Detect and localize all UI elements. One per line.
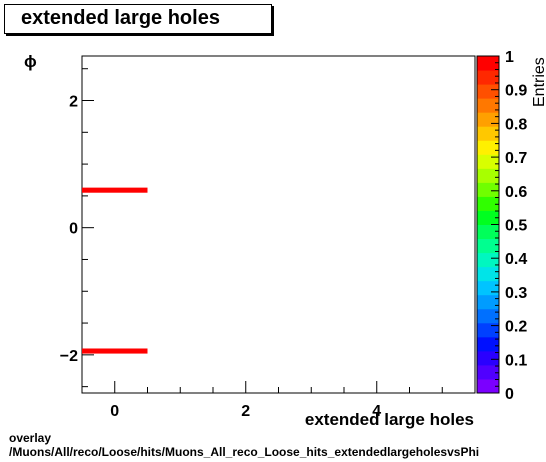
colorbar-tick-label: 0.1	[505, 352, 527, 369]
colorbar-band	[477, 70, 499, 85]
colorbar-band	[477, 280, 499, 296]
y-tick-label: 2	[69, 94, 78, 111]
y-tick-label: −2	[60, 348, 78, 365]
plot-frame	[81, 55, 476, 394]
colorbar-band	[477, 224, 499, 240]
colorbar-band	[477, 364, 499, 380]
colorbar-band	[477, 252, 499, 268]
chart-title: extended large holes	[21, 7, 220, 29]
colorbar-band	[477, 154, 499, 169]
colorbar-tick-label: 0.6	[505, 184, 527, 201]
y-tick-label: 0	[69, 221, 78, 238]
y-axis: −2 0 2	[60, 68, 94, 388]
colorbar-band	[477, 168, 499, 183]
colorbar-band	[477, 336, 499, 352]
footer-line-1: overlay	[9, 431, 52, 445]
colorbar-band	[477, 126, 499, 141]
colorbar-band	[477, 266, 499, 282]
colorbar-tick-label: 0.8	[505, 116, 527, 133]
colorbar-band	[477, 294, 499, 310]
colorbar-band	[477, 378, 499, 394]
heatmap-cell	[82, 348, 148, 354]
colorbar-tick-label: 0.4	[505, 251, 527, 268]
heatmap-cell	[82, 187, 148, 193]
colorbar-band	[477, 56, 499, 71]
y-axis-title: ϕ	[24, 52, 37, 71]
colorbar-band	[477, 140, 499, 155]
colorbar-band	[477, 182, 499, 197]
colorbar: 0 0.1 0.2 0.3 0.4 0.5 0.6 0.7 0.8 0.9 1	[476, 49, 527, 403]
colorbar-band	[477, 308, 499, 324]
colorbar-tick-label: 0.5	[505, 218, 527, 235]
colorbar-tick-label: 0	[505, 386, 514, 403]
x-axis: 0 2 4	[81, 381, 476, 420]
x-tick-label: 4	[372, 403, 381, 420]
heatmap-cells	[82, 187, 148, 354]
colorbar-tick-label: 0.2	[505, 319, 527, 336]
colorbar-tick-label: 1	[505, 49, 514, 66]
colorbar-band	[477, 112, 499, 127]
colorbar-title: Entries	[531, 57, 546, 107]
colorbar-tick-label: 0.9	[505, 83, 527, 100]
colorbar-band	[477, 196, 499, 211]
colorbar-band	[477, 350, 499, 366]
x-tick-label: 0	[110, 403, 119, 420]
x-axis-title: extended large holes	[305, 410, 474, 429]
colorbar-band	[477, 84, 499, 99]
colorbar-tick-label: 0.3	[505, 285, 527, 302]
colorbar-tick-label: 0.7	[505, 150, 527, 167]
colorbar-band	[477, 210, 499, 225]
title-box: extended large holes	[4, 4, 272, 34]
colorbar-band	[477, 322, 499, 338]
colorbar-band	[477, 98, 499, 113]
x-tick-label: 2	[241, 403, 250, 420]
footer-line-2: /Muons/All/reco/Loose/hits/Muons_All_rec…	[9, 445, 480, 459]
colorbar-band	[477, 238, 499, 254]
